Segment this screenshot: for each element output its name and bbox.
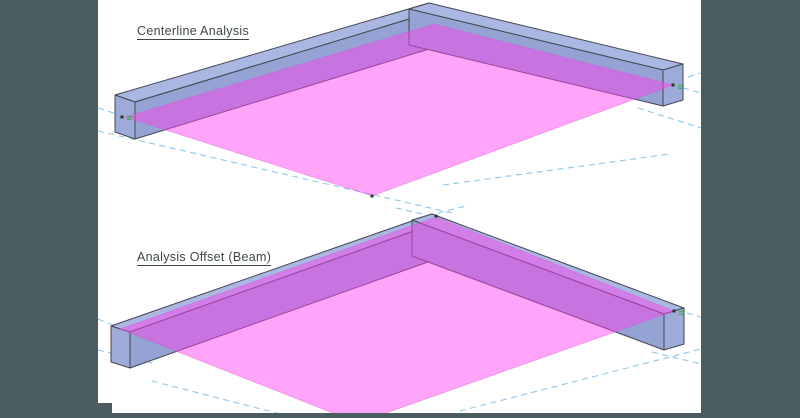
analytical-node-icon xyxy=(120,115,124,119)
dashed-reference-line xyxy=(395,207,428,216)
dashed-reference-line xyxy=(437,205,467,214)
beam-end-face xyxy=(114,94,136,140)
view-centerline-analysis xyxy=(97,2,702,214)
dashed-reference-line xyxy=(686,312,702,318)
analytical-node-icon xyxy=(434,214,438,218)
analytical-node-icon xyxy=(370,194,374,198)
dashed-reference-line xyxy=(442,153,671,186)
analytical-plane-offset xyxy=(118,216,676,418)
node-label-glyph xyxy=(678,85,684,89)
node-label-glyph xyxy=(679,311,685,315)
node-label-glyph xyxy=(127,116,133,120)
beam-right xyxy=(408,2,684,107)
frame-bar-bottom xyxy=(0,413,800,418)
beam-end-face xyxy=(663,307,685,351)
analytical-nodes xyxy=(120,83,684,198)
view-analysis-offset-beam xyxy=(97,205,702,418)
dashed-reference-line xyxy=(651,351,702,365)
view2-title-label: Analysis Offset (Beam) xyxy=(137,250,272,266)
beam-left xyxy=(114,2,440,140)
dashed-reference-line xyxy=(97,130,453,214)
frame-bar-left xyxy=(0,0,98,418)
view1-title-label: Centerline Analysis xyxy=(137,24,250,40)
dashed-reference-line xyxy=(151,380,293,418)
beam-end-face xyxy=(110,325,131,369)
analytical-node-icon xyxy=(672,309,676,313)
dashed-reference-line xyxy=(97,318,114,326)
analytical-node-icon xyxy=(671,83,675,87)
dashed-reference-line xyxy=(637,107,702,129)
analytical-nodes xyxy=(434,214,685,315)
frame-bar-bottom-left-notch xyxy=(98,403,112,418)
beam-right xyxy=(411,213,685,351)
frame-bar-right xyxy=(701,0,800,418)
